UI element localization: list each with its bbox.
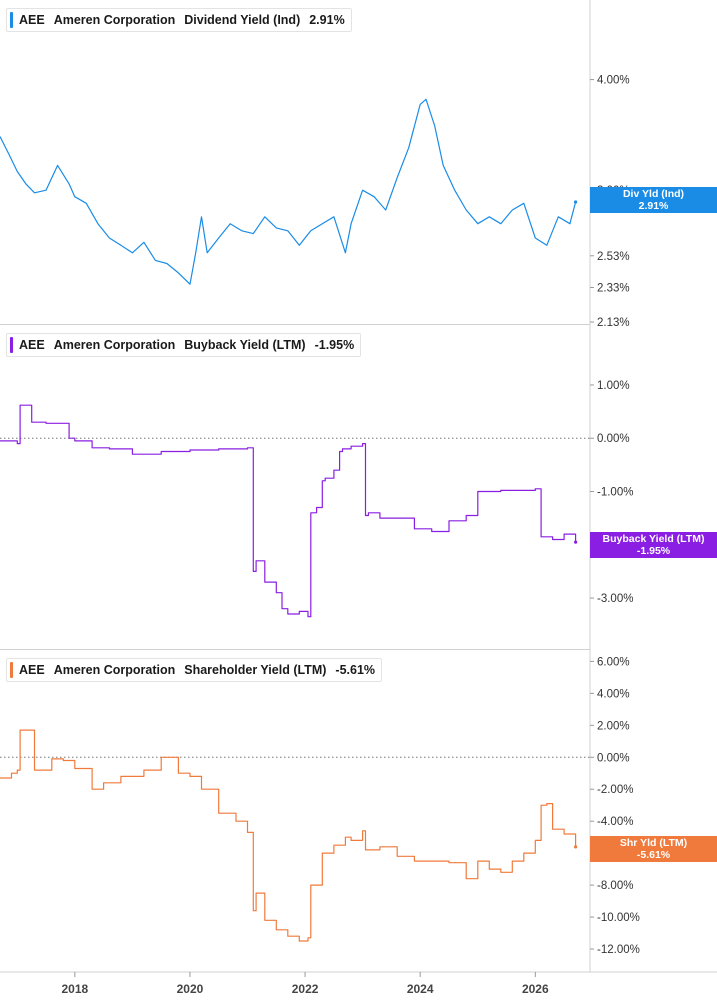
last-value-marker [574,845,578,849]
current-value-badge-shareholder: Shr Yld (LTM) -5.61% [590,836,717,862]
legend-value: 2.91% [309,13,345,27]
badge-label: Div Yld (Ind) [622,188,685,200]
series-line [0,729,577,942]
y-tick-label: -10.00% [597,912,640,924]
panel-3: 6.00%4.00%2.00%0.00%-2.00%-4.00%-6.00%-8… [0,649,640,956]
legend-dividend-yield: AEE Ameren Corporation Dividend Yield (I… [6,8,352,32]
badge-value: 2.91% [638,200,669,212]
badge-value: -1.95% [636,545,671,557]
last-value-marker [574,200,578,204]
legend-ticker: AEE [19,13,45,27]
legend-metric: Buyback Yield (LTM) [184,338,306,352]
legend-metric: Dividend Yield (Ind) [184,13,301,27]
legend-company: Ameren Corporation [53,338,176,352]
y-tick-label: -1.00% [597,487,633,499]
current-value-badge-buyback: Buyback Yield (LTM) -1.95% [590,532,717,558]
legend-shareholder-yield: AEE Ameren Corporation Shareholder Yield… [6,658,383,682]
x-axis: 2018 2020 2022 2024 2026 [61,972,549,996]
x-tick-label: 2024 [407,982,434,996]
badge-value: -5.61% [636,849,671,861]
y-tick-label: 2.00% [597,720,630,732]
series-line [0,404,577,618]
legend-company: Ameren Corporation [53,663,176,677]
current-value-badge-dividend: Div Yld (Ind) 2.91% [590,187,717,213]
y-tick-label: 4.00% [597,75,630,87]
y-tick-label: -2.00% [597,784,633,796]
last-value-marker [574,540,578,544]
panel-2: 1.00% 0.00% -1.00% -3.00% [0,324,633,618]
legend-value: -1.95% [314,338,355,352]
series-line [0,98,577,285]
legend-color-stripe [10,662,13,678]
y-tick-label: 2.13% [597,317,630,329]
panel-1: 4.00%3.00%2.53%2.33%2.13% [0,75,630,329]
x-tick-label: 2026 [522,982,549,996]
y-tick-label: -12.00% [597,944,640,956]
legend-value: -5.61% [335,663,376,677]
legend-company: Ameren Corporation [53,13,176,27]
badge-label: Shr Yld (LTM) [619,837,688,849]
x-tick-label: 2018 [61,982,88,996]
chart-frame [0,0,717,973]
legend-ticker: AEE [19,663,45,677]
legend-metric: Shareholder Yield (LTM) [184,663,327,677]
y-tick-label: 4.00% [597,688,630,700]
y-tick-label: 1.00% [597,380,630,392]
x-tick-label: 2022 [292,982,319,996]
badge-label: Buyback Yield (LTM) [602,533,705,545]
legend-buyback-yield: AEE Ameren Corporation Buyback Yield (LT… [6,333,362,357]
y-tick-label: -3.00% [597,593,633,605]
legend-ticker: AEE [19,338,45,352]
legend-color-stripe [10,337,13,353]
legend-color-stripe [10,12,13,28]
y-tick-label: -8.00% [597,880,633,892]
y-tick-label: 0.00% [597,752,630,764]
y-tick-label: 2.53% [597,251,630,263]
y-tick-label: 2.33% [597,282,630,294]
chart-panels: 4.00%3.00%2.53%2.33%2.13%1.00%0.00%-1.00… [0,75,640,956]
y-tick-label: -4.00% [597,816,633,828]
x-tick-label: 2020 [177,982,204,996]
y-tick-label: 0.00% [597,433,630,445]
y-tick-label: 6.00% [597,656,630,668]
